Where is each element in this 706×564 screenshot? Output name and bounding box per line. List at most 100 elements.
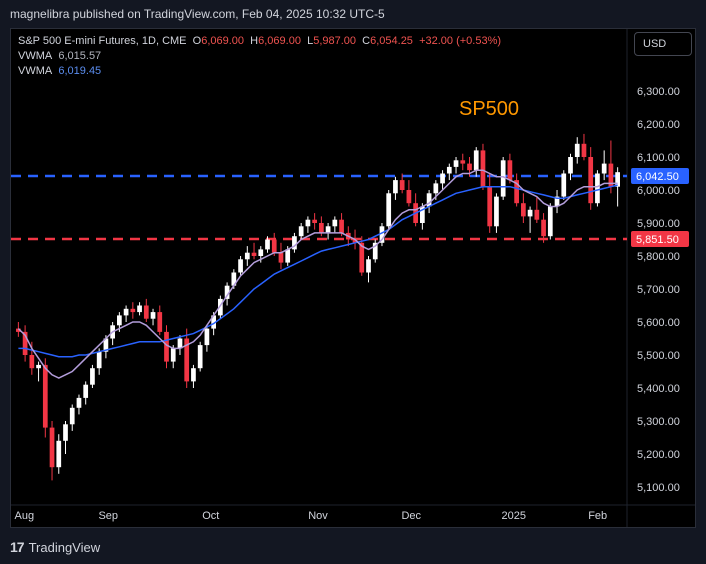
candle-body <box>164 331 169 362</box>
candle-body <box>251 252 257 256</box>
candle-body <box>359 242 365 273</box>
candle-body <box>278 252 284 263</box>
red-price-tag-bg <box>631 231 689 248</box>
candle-body <box>527 209 533 217</box>
candle-body <box>90 368 95 385</box>
candle-body <box>514 180 519 204</box>
y-tick-label: 5,300.00 <box>637 416 680 428</box>
candle-body <box>601 163 607 174</box>
candle-body <box>339 219 344 233</box>
candle-body <box>467 163 472 171</box>
candle-body <box>22 331 28 355</box>
candle-body <box>372 242 378 260</box>
candle-body <box>460 160 466 164</box>
candle-body <box>63 424 68 441</box>
x-tick-label: Sep <box>98 510 118 522</box>
symbol-name: S&P 500 E-mini Futures, 1D, CME <box>18 35 187 47</box>
candle-body <box>399 180 405 190</box>
candle-body <box>170 348 176 362</box>
brand-name: TradingView <box>28 539 101 555</box>
candle-body <box>197 345 203 369</box>
candle-body <box>494 196 499 227</box>
candle-body <box>218 298 223 316</box>
close-label: C <box>362 35 371 47</box>
change-value: +32.00 (+0.53%) <box>419 35 502 47</box>
candle-body <box>29 355 35 369</box>
candle-body <box>581 143 587 157</box>
candle-body <box>96 351 102 369</box>
y-tick-label: 5,900.00 <box>637 218 680 230</box>
candle-body <box>69 407 75 425</box>
y-tick-label: 6,100.00 <box>637 152 680 164</box>
candle-body <box>507 160 513 181</box>
vwma2-label: VWMA <box>18 65 53 77</box>
candle-body <box>534 209 540 220</box>
low-value: 5,987.00 <box>313 35 357 47</box>
candle-body <box>123 308 129 316</box>
candle-body <box>325 226 331 233</box>
candle-body <box>157 312 163 332</box>
candle-body <box>446 166 452 174</box>
candle-body <box>271 239 277 253</box>
candle-body <box>244 252 250 260</box>
vwma2-value: 6,019.45 <box>58 65 102 77</box>
price-chart[interactable]: 5,100.00 5,200.00 5,300.00 5,400.00 5,500.00… <box>11 29 695 527</box>
candle-body <box>615 172 620 187</box>
candle-body <box>480 150 486 187</box>
y-tick-label: 5,600.00 <box>637 317 680 329</box>
y-tick-label: 6,000.00 <box>637 185 680 197</box>
chart-panel[interactable]: 5,100.00 5,200.00 5,300.00 5,400.00 5,500.00… <box>10 28 696 528</box>
candle-body <box>143 305 149 319</box>
candle-body <box>42 364 48 428</box>
candle-body <box>332 219 338 227</box>
candle-body <box>150 312 156 319</box>
open-value: 6,069.00 <box>201 35 245 47</box>
x-tick-label: Dec <box>401 510 421 522</box>
blue-price-tag-bg <box>631 167 689 184</box>
candle-body <box>191 368 196 382</box>
x-tick-label: Aug <box>15 510 35 522</box>
x-tick-label: Nov <box>308 510 328 522</box>
candle-body <box>547 206 553 237</box>
candle-body <box>305 219 311 227</box>
candle-body <box>420 206 425 223</box>
y-tick-label: 6,300.00 <box>637 86 680 98</box>
candle-body <box>265 239 270 250</box>
candle-body <box>541 219 546 237</box>
candle-body <box>184 338 190 382</box>
blue-price-tag: 6,042.50 <box>636 171 679 183</box>
candle-body <box>103 338 109 352</box>
candle-body <box>473 150 479 171</box>
candle-body <box>352 239 358 243</box>
legend-row-symbol: S&P 500 E-mini Futures, 1D, CME O6,069.0… <box>18 34 501 49</box>
candle-body <box>285 249 291 263</box>
candle-body <box>83 384 89 398</box>
high-value: 6,069.00 <box>258 35 301 47</box>
footer-brand: 17 TradingView <box>10 539 100 555</box>
vwma-slow-line <box>18 184 618 358</box>
candle-body <box>238 259 243 273</box>
vwma1-label: VWMA <box>18 50 53 62</box>
legend-row-vwma1[interactable]: VWMA 6,015.57 <box>18 49 501 64</box>
candle-body <box>49 427 55 468</box>
open-label: O <box>192 35 202 47</box>
candle-body <box>117 315 122 326</box>
y-tick-label: 5,700.00 <box>637 284 680 296</box>
candle-body <box>224 285 230 299</box>
vwma1-value: 6,015.57 <box>58 50 102 62</box>
candle-body <box>568 157 573 174</box>
candle-body <box>561 173 567 197</box>
candle-body <box>574 143 580 157</box>
candle-body <box>211 315 216 329</box>
sp500-annotation: SP500 <box>459 98 519 120</box>
candle-body <box>453 160 459 167</box>
candle-body <box>298 226 304 237</box>
y-tick-label: 5,800.00 <box>637 251 680 263</box>
y-tick-label: 5,200.00 <box>637 449 680 461</box>
legend-row-vwma2[interactable]: VWMA 6,019.45 <box>18 64 501 79</box>
x-tick-label: 2025 <box>502 510 526 522</box>
currency-button[interactable]: USD <box>634 32 692 56</box>
close-value: 6,054.25 <box>370 35 413 47</box>
low-label: L <box>307 35 314 47</box>
candle-body <box>588 157 594 204</box>
